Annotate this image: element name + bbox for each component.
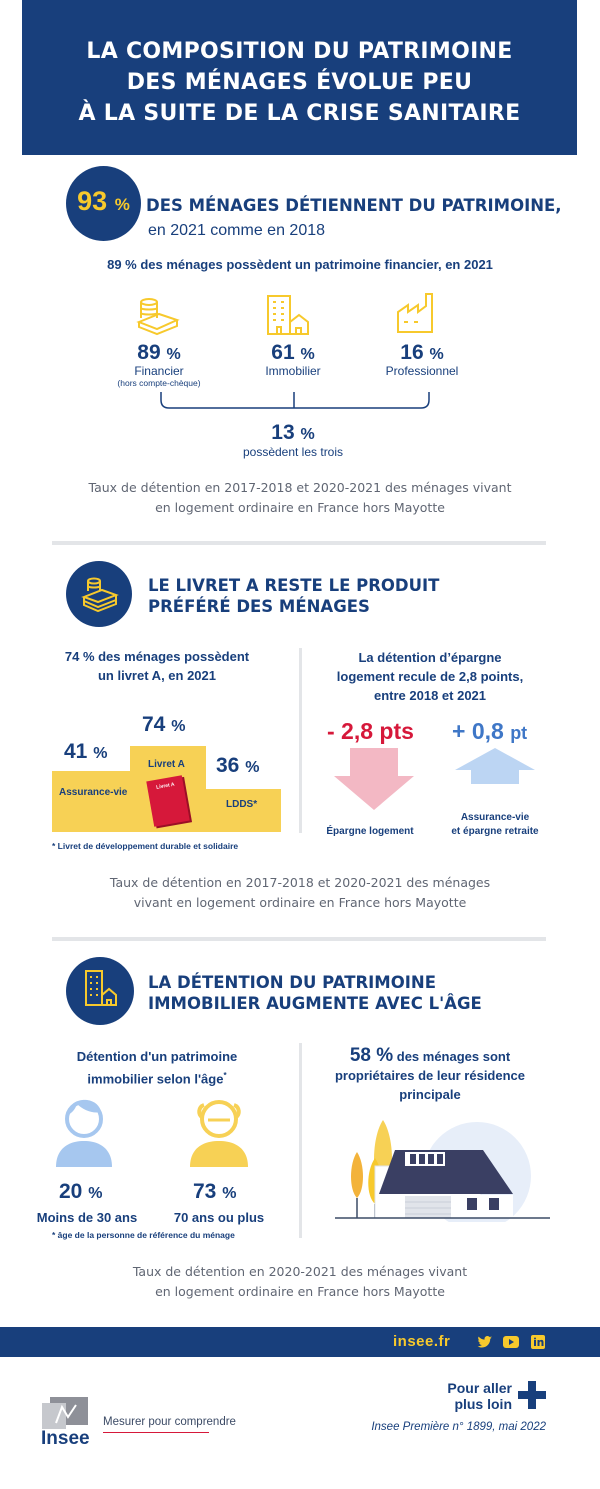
- header-banner: LA COMPOSITION DU PATRIMOINE DES MÉNAGES…: [22, 0, 577, 155]
- epargne-heading: La détention d’épargne logement recule d…: [336, 650, 524, 703]
- livret-heading: 74 % des ménages possèdent un livret A, …: [64, 649, 250, 683]
- assurance-vie-label: Assurance-vie: [59, 787, 128, 798]
- footer-bar: insee.fr: [0, 1327, 600, 1357]
- owner-text: 58 % des ménages sont propriétaires de l…: [334, 1045, 526, 1102]
- divider-1: [52, 541, 546, 545]
- section2-vertical-divider: [299, 648, 302, 833]
- coins-icon: [136, 298, 180, 336]
- divider-2: [52, 937, 546, 941]
- epargne-logement-change: - 2,8 pts: [327, 718, 414, 744]
- down-arrow-icon: [334, 748, 414, 810]
- section1-subtitle: 89 % des ménages possèdent un patrimoine…: [107, 257, 493, 272]
- podium-assurance-vie: [52, 771, 132, 832]
- grouping-brace: [160, 392, 430, 409]
- ldds-value: 36 %: [216, 754, 260, 777]
- epargne-logement-label: Épargne logement: [326, 826, 414, 837]
- banknotes-icon: [81, 577, 119, 613]
- livret-a-value: 74 %: [142, 713, 186, 736]
- ldds-label: LDDS*: [226, 799, 258, 810]
- insee-logo-icon: [42, 1397, 88, 1429]
- tagline-underline: [103, 1432, 209, 1433]
- badge-93-circle: 93 %: [66, 166, 141, 241]
- up-arrow-icon: [455, 748, 535, 784]
- assurance-vie-value: 41 %: [64, 740, 108, 763]
- twitter-icon[interactable]: [477, 1334, 493, 1350]
- under-30-value: 20 %: [59, 1180, 103, 1203]
- badge-value: 93: [77, 186, 108, 216]
- insee-logo-word: Insee: [41, 1428, 90, 1449]
- over-70-value: 73 %: [193, 1180, 237, 1203]
- more-info-link[interactable]: Pour aller plus loin: [447, 1380, 512, 1412]
- assurance-vie-retraite-label: Assurance-vie et épargne retraite: [451, 812, 539, 837]
- linkedin-icon[interactable]: [530, 1334, 546, 1350]
- over-70-label: 70 ans ou plus: [173, 1210, 265, 1225]
- financier-value: 89 %: [137, 341, 181, 364]
- section3-source: Taux de détention en 2020-2021 des ménag…: [132, 1264, 468, 1299]
- young-person-icon: [56, 1099, 112, 1167]
- podium-ldds: [204, 789, 281, 832]
- section2-title: LE LIVRET A RESTE LE PRODUIT PRÉFÉRÉ DES…: [148, 576, 440, 616]
- all-three-value: 13 %: [271, 421, 315, 444]
- plus-icon[interactable]: [518, 1381, 546, 1409]
- section1-headline-sub: en 2021 comme en 2018: [148, 222, 326, 239]
- section3-vertical-divider: [299, 1043, 302, 1238]
- building-house-icon: [267, 295, 309, 335]
- section1-headline: DES MÉNAGES DÉTIENNENT DU PATRIMOINE,: [146, 196, 562, 215]
- all-three-label: possèdent les trois: [242, 445, 344, 459]
- page-title: LA COMPOSITION DU PATRIMOINE DES MÉNAGES…: [78, 39, 521, 126]
- age-footnote: * âge de la personne de référence du mén…: [52, 1230, 235, 1240]
- immobilier-label: Immobilier: [265, 364, 321, 378]
- building-house-icon: [85, 970, 117, 1006]
- livret-a-label: Livret A: [148, 759, 185, 770]
- section2-source: Taux de détention en 2017-2018 et 2020-2…: [109, 875, 491, 910]
- elderly-person-icon: [190, 1100, 248, 1167]
- section2-icon-circle: [66, 561, 132, 627]
- financier-sublabel: (hors compte-chèque): [117, 378, 201, 388]
- age-heading: Détention d'un patrimoine immobilier sel…: [76, 1049, 238, 1087]
- section3-title: LA DÉTENTION DU PATRIMOINE IMMOBILIER AU…: [148, 973, 482, 1013]
- publication-reference: Insee Première n° 1899, mai 2022: [371, 1421, 546, 1433]
- professionnel-label: Professionnel: [385, 364, 459, 378]
- youtube-icon[interactable]: [503, 1334, 519, 1350]
- immobilier-value: 61 %: [271, 341, 315, 364]
- section3-icon-circle: [66, 957, 134, 1025]
- ldds-footnote: * Livret de développement durable et sol…: [52, 841, 239, 851]
- under-30-label: Moins de 30 ans: [36, 1210, 138, 1225]
- livret-a-booklet-icon: Livret A: [146, 775, 190, 827]
- factory-icon: [397, 293, 433, 333]
- section1-source: Taux de détention en 2017-2018 et 2020-2…: [88, 480, 512, 515]
- house-illustration: [335, 1120, 550, 1222]
- tagline: Mesurer pour comprendre: [103, 1416, 236, 1428]
- professionnel-value: 16 %: [400, 341, 444, 364]
- insee-link[interactable]: insee.fr: [393, 1333, 451, 1350]
- financier-label: Financier: [134, 364, 184, 378]
- assurance-vie-change: + 0,8 pt: [452, 718, 528, 744]
